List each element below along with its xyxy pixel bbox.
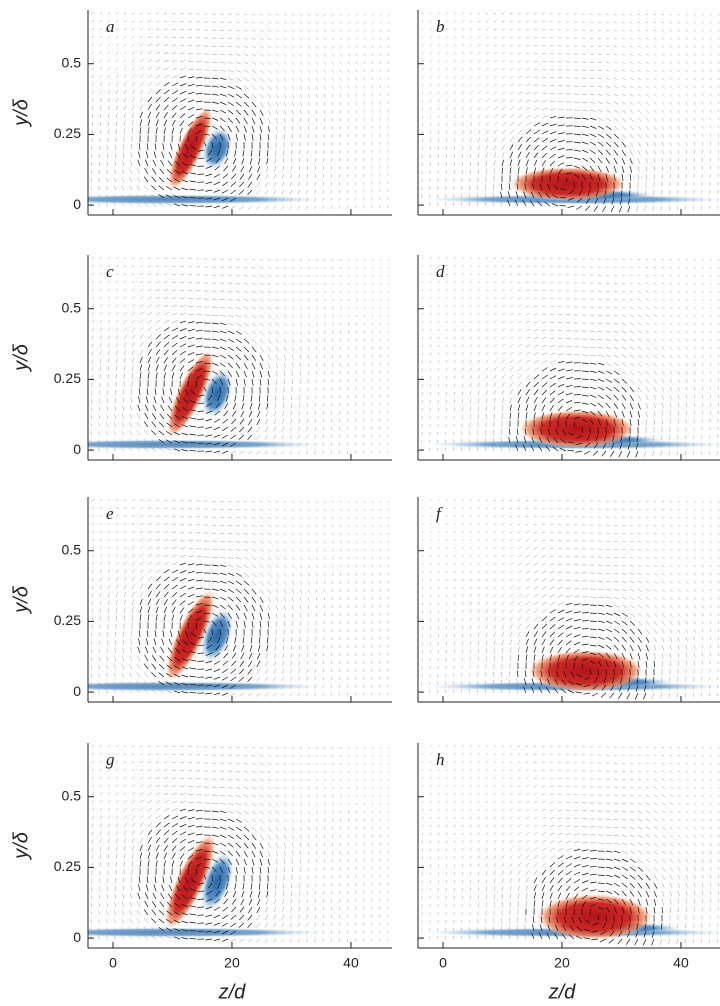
vectors-strong (137, 320, 270, 454)
y-tick-label: 0 (73, 441, 81, 457)
vortex-negative (200, 852, 234, 912)
y-tick-label: 0.25 (54, 125, 81, 141)
vectors-strong (137, 75, 270, 209)
wall-contour (88, 194, 323, 205)
panel-label: b (436, 17, 445, 36)
y-tick-label: 0.5 (62, 54, 82, 70)
x-tick-label: 0 (439, 955, 447, 971)
plot-area (88, 12, 390, 210)
x-tick-label: 20 (224, 955, 240, 971)
panel: c 0 0.25 0.5 y/δ (10, 255, 392, 461)
panel: b (417, 10, 720, 216)
y-axis-label: y/δ (10, 98, 32, 128)
y-tick-label: 0 (73, 196, 81, 212)
panel: a 0 0.25 0.5 y/δ (10, 10, 392, 216)
panel-label: f (436, 504, 443, 523)
wall-contour (88, 439, 323, 450)
plot-area (88, 499, 390, 697)
vectors (90, 499, 390, 697)
vortex-positive (536, 893, 653, 940)
vortex-positive (166, 590, 215, 681)
vortex-positive (167, 350, 214, 437)
plot-area (88, 257, 390, 455)
y-tick-label: 0.25 (54, 858, 81, 874)
panel-label: e (106, 504, 114, 523)
panel: d (417, 255, 720, 461)
y-tick-label: 0 (73, 683, 81, 699)
vectors (421, 499, 720, 699)
vectors-strong (500, 115, 633, 213)
plot-area (88, 745, 390, 943)
panel: h 0 20 40 z/d (417, 743, 720, 1003)
y-tick-label: 0.25 (54, 370, 81, 386)
plot-area (421, 257, 720, 458)
plot-area (421, 12, 720, 213)
wall-contour (88, 681, 323, 692)
vortex-positive (518, 409, 635, 448)
vortex-negative (201, 127, 233, 170)
plot-area (421, 745, 720, 946)
vectors (421, 257, 720, 457)
y-axis-label: y/δ (10, 585, 32, 615)
x-tick-label: 40 (673, 955, 689, 971)
panel-label: c (106, 262, 114, 281)
vectors (90, 257, 390, 455)
y-tick-label: 0 (73, 929, 81, 945)
wall-contour (88, 927, 323, 938)
y-axis-label: y/δ (10, 831, 32, 861)
x-tick-label: 40 (343, 955, 359, 971)
vortex-negative (201, 369, 233, 418)
panel: f (417, 497, 720, 703)
panel: e 0 0.25 0.5 y/δ (10, 497, 392, 703)
panel-label: a (106, 17, 115, 36)
vectors-strong (137, 562, 270, 696)
plot-area (421, 499, 720, 700)
panel-label: d (436, 262, 445, 281)
y-tick-label: 0.5 (62, 787, 82, 803)
y-tick-label: 0.5 (62, 541, 82, 557)
y-tick-label: 0.5 (62, 299, 82, 315)
x-axis-label: z/d (218, 981, 247, 1003)
x-axis-label: z/d (548, 981, 577, 1003)
x-tick-label: 0 (109, 955, 117, 971)
vectors-strong (137, 808, 270, 942)
x-tick-label: 20 (554, 955, 570, 971)
vectors-strong (516, 602, 656, 700)
vortex-positive (527, 649, 644, 692)
panel: g 0 20 40 0 0.25 0.5 y/δ z/d (10, 743, 392, 1003)
y-axis-label: y/δ (10, 343, 32, 373)
panel-label: h (436, 750, 445, 769)
vortex-positive (168, 107, 213, 190)
vectors-strong (525, 848, 664, 946)
vectors (90, 12, 390, 210)
panel-label: g (106, 750, 115, 769)
vectors (421, 745, 720, 945)
vectors (90, 745, 390, 943)
vectors (421, 12, 720, 212)
y-tick-label: 0.25 (54, 612, 81, 628)
vectors-strong (508, 360, 641, 458)
